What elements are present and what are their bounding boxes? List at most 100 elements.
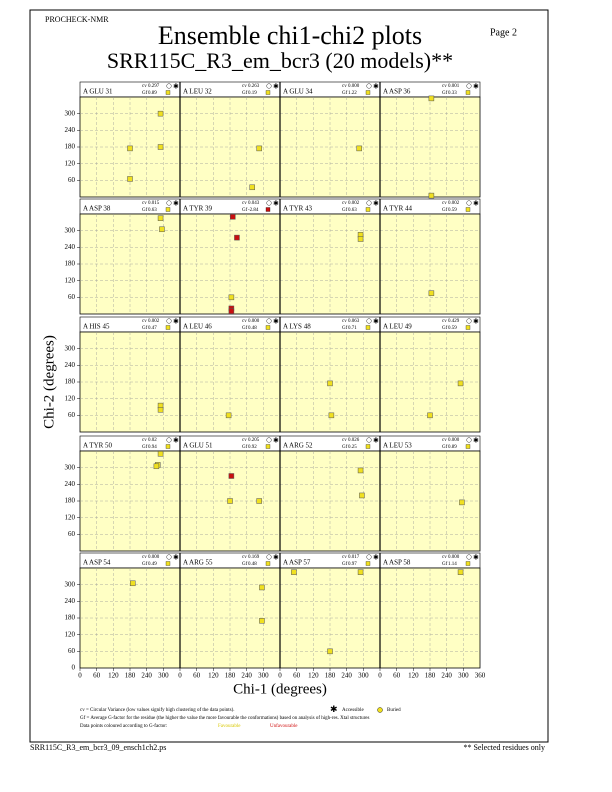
- x-tick-label: 180: [225, 672, 236, 680]
- gf-indicator: [365, 325, 371, 330]
- data-point: [228, 294, 235, 301]
- gf-value: 0.25: [348, 445, 357, 450]
- legend-buried: Buried: [387, 708, 401, 713]
- x-tick-label: 120: [208, 672, 219, 680]
- gf-value: 0.48: [248, 562, 257, 567]
- access-star: ✱: [473, 83, 479, 91]
- data-point: [256, 145, 262, 152]
- legend-accessible: Accessible: [342, 708, 364, 713]
- gf-indicator: [265, 325, 271, 330]
- subtitle: SRR115C_R3_em_bcr3 (20 models)**: [107, 48, 453, 73]
- y-tick-label: 300: [65, 344, 76, 352]
- data-point: [157, 215, 164, 221]
- gf-prefix: Gf: [342, 445, 348, 450]
- access-star: ✱: [273, 200, 279, 208]
- x-axis-label: Chi-1 (degrees): [233, 681, 327, 697]
- cv-value: 0.000: [448, 555, 460, 560]
- cv-value: 0.205: [248, 438, 260, 443]
- gf-prefix: Gf: [342, 326, 348, 331]
- page-border: [29, 9, 549, 743]
- y-tick-label: 180: [65, 378, 76, 386]
- y-tick-label: 0: [72, 664, 76, 672]
- access-icon: [166, 554, 172, 560]
- data-point: [328, 412, 335, 419]
- access-icon: [266, 554, 272, 560]
- gf-prefix: Gf: [242, 445, 248, 450]
- data-point: [157, 110, 164, 117]
- cv-value: 0.297: [148, 84, 160, 89]
- access-icon: [466, 318, 472, 324]
- gf-prefix: Gf: [342, 208, 348, 213]
- residue-label: A GLU 34: [283, 88, 313, 96]
- gf-value: 0.49: [148, 562, 157, 567]
- gf-prefix: Gf: [442, 208, 448, 213]
- data-point: [234, 234, 240, 241]
- access-star: ✱: [373, 318, 379, 326]
- access-star: ✱: [173, 554, 179, 562]
- cv-prefix: cv: [242, 319, 247, 324]
- gf-value: 0.48: [248, 326, 257, 331]
- cv-prefix: cv: [442, 555, 447, 560]
- access-star: ✱: [473, 554, 479, 562]
- gf-value: 0.19: [248, 91, 257, 96]
- residue-label: A ASP 57: [283, 559, 311, 567]
- data-point: [457, 569, 464, 575]
- cv-value: 0.043: [248, 201, 260, 206]
- access-icon: [266, 437, 272, 443]
- data-point: [159, 226, 165, 233]
- gf-indicator: [165, 561, 171, 566]
- cv-prefix: cv: [142, 555, 147, 560]
- access-icon: [166, 318, 172, 324]
- access-icon: [266, 318, 272, 324]
- gf-value: 1.14: [448, 562, 457, 567]
- cv-value: 0.002: [448, 201, 460, 206]
- gf-prefix: Gf: [242, 91, 248, 96]
- data-point: [356, 145, 362, 152]
- cv-prefix: cv: [442, 201, 447, 206]
- x-tick-label: 240: [141, 672, 152, 680]
- gf-prefix: Gf: [142, 445, 148, 450]
- x-tick-label: 240: [441, 672, 452, 680]
- data-point: [228, 473, 235, 479]
- access-icon: [166, 437, 172, 443]
- access-star: ✱: [273, 83, 279, 91]
- access-icon: [366, 200, 372, 206]
- data-point: [127, 145, 133, 152]
- y-axis-label: Chi-2 (degrees): [41, 335, 57, 429]
- access-icon: [466, 554, 472, 560]
- gf-indicator: [365, 90, 371, 95]
- title: Ensemble chi1-chi2 plots: [158, 21, 422, 50]
- cv-value: 0.000: [348, 84, 360, 89]
- y-tick-label: 240: [65, 361, 76, 369]
- y-tick-label: 300: [65, 226, 76, 234]
- gf-value: 0.59: [448, 208, 457, 213]
- gf-indicator: [465, 90, 471, 95]
- gf-indicator: [365, 207, 371, 212]
- gf-value: 0.63: [148, 208, 157, 213]
- cv-prefix: cv: [242, 84, 247, 89]
- gf-prefix: Gf: [442, 91, 448, 96]
- y-tick-label: 180: [65, 143, 76, 151]
- gf-value: 0.89: [448, 445, 457, 450]
- access-star: ✱: [373, 200, 379, 208]
- access-star: ✱: [473, 318, 479, 326]
- y-tick-label: 60: [68, 530, 76, 538]
- access-icon: [366, 318, 372, 324]
- residue-label: A GLU 51: [183, 442, 213, 450]
- accessible-icon: ✱: [330, 704, 338, 714]
- gf-prefix: Gf: [242, 562, 248, 567]
- access-icon: [366, 554, 372, 560]
- residue-label: A LYS 48: [283, 323, 311, 331]
- x-tick-label: 300: [358, 672, 369, 680]
- gf-value: 1.22: [348, 91, 357, 96]
- y-tick-label: 300: [65, 109, 76, 117]
- y-tick-label: 240: [65, 597, 76, 605]
- x-tick-label: 180: [125, 672, 136, 680]
- y-tick-label: 60: [68, 647, 76, 655]
- data-point: [357, 569, 364, 575]
- x-tick-label: 60: [193, 672, 201, 680]
- residue-label: A ARG 52: [283, 442, 313, 450]
- access-icon: [466, 200, 472, 206]
- cv-value: 0.02: [148, 438, 157, 443]
- gf-indicator: [365, 444, 371, 449]
